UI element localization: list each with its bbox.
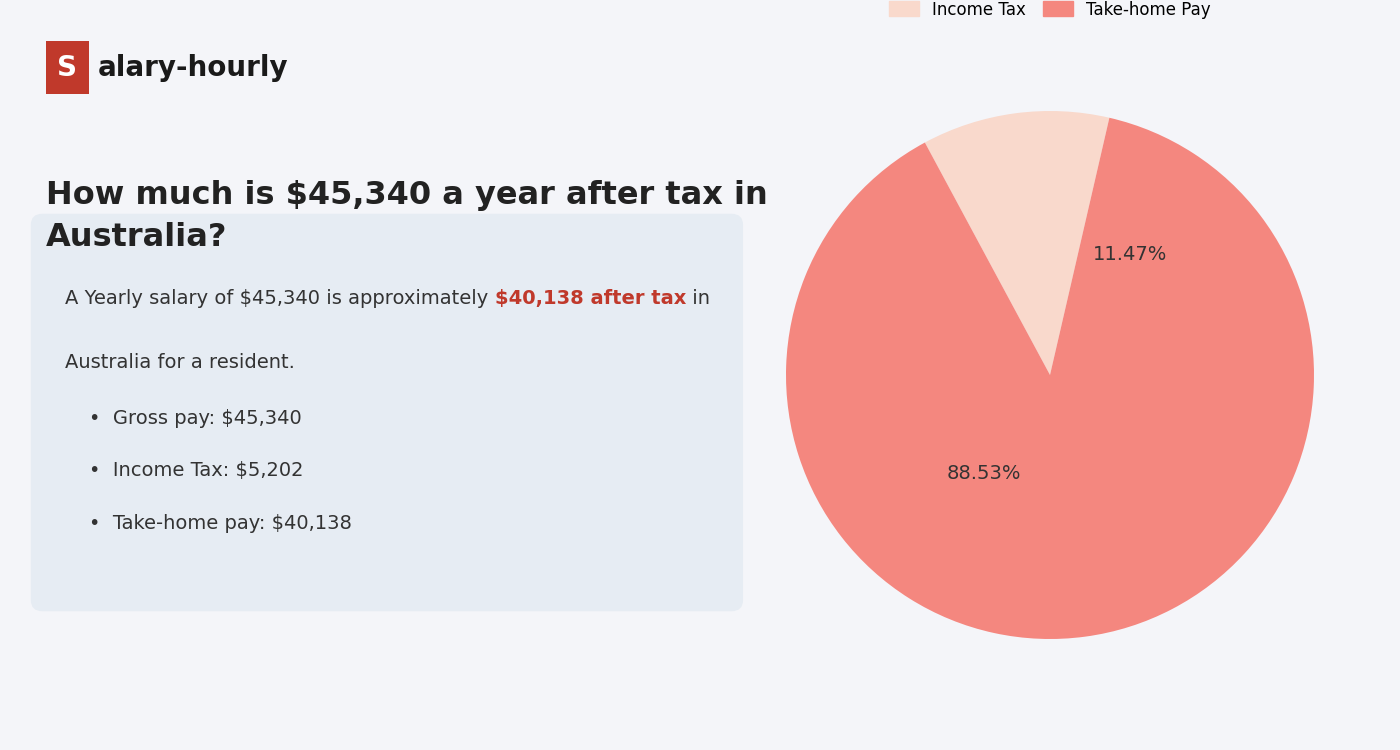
Text: $40,138 after tax: $40,138 after tax — [496, 289, 686, 308]
Text: •  Gross pay: $45,340: • Gross pay: $45,340 — [88, 409, 301, 428]
Text: 88.53%: 88.53% — [946, 464, 1022, 484]
Wedge shape — [785, 118, 1315, 639]
Legend: Income Tax, Take-home Pay: Income Tax, Take-home Pay — [882, 0, 1218, 26]
Text: 11.47%: 11.47% — [1093, 244, 1168, 263]
FancyBboxPatch shape — [46, 41, 88, 94]
Text: •  Income Tax: $5,202: • Income Tax: $5,202 — [88, 461, 302, 480]
Text: in: in — [686, 289, 710, 308]
Wedge shape — [925, 111, 1109, 375]
Text: alary-hourly: alary-hourly — [98, 53, 288, 82]
FancyBboxPatch shape — [31, 214, 743, 611]
Text: A Yearly salary of $45,340 is approximately: A Yearly salary of $45,340 is approximat… — [66, 289, 496, 308]
Text: S: S — [57, 53, 77, 82]
Text: How much is $45,340 a year after tax in
Australia?: How much is $45,340 a year after tax in … — [46, 180, 769, 253]
Text: Australia for a resident.: Australia for a resident. — [66, 352, 295, 371]
Text: •  Take-home pay: $40,138: • Take-home pay: $40,138 — [88, 514, 351, 532]
